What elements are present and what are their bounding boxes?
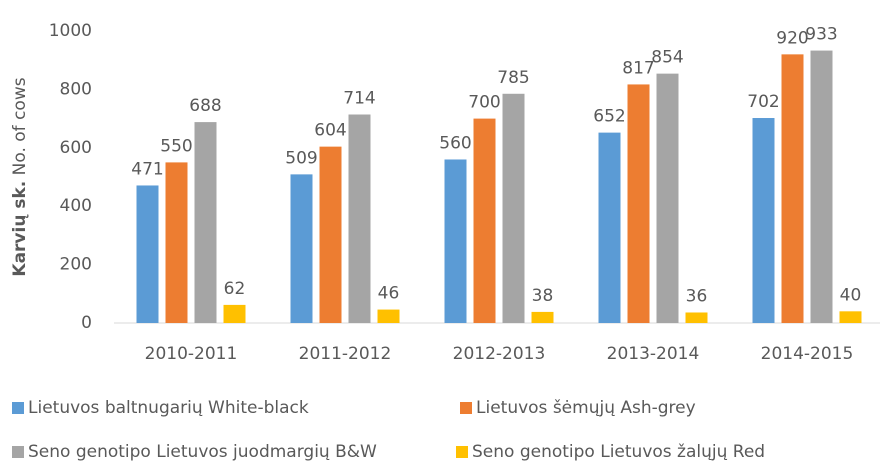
bar (136, 185, 159, 323)
data-label: 40 (840, 285, 862, 305)
x-tick-label: 2011-2012 (299, 344, 392, 364)
x-tick-label: 2012-2013 (453, 344, 546, 364)
data-label: 854 (651, 48, 683, 68)
data-label: 36 (686, 286, 708, 306)
legend-label: Lietuvos baltnugarių White-black (28, 398, 309, 418)
legend-swatch (12, 446, 24, 458)
data-label: 38 (532, 286, 554, 306)
x-tick-label: 2014-2015 (761, 344, 854, 364)
data-label: 471 (131, 159, 163, 179)
legend-label: Seno genotipo Lietuvos juodmargių B&W (28, 442, 377, 462)
data-label: 933 (805, 25, 837, 45)
legend-label: Seno genotipo Lietuvos žalųjų Red (472, 442, 765, 462)
data-label: 550 (160, 136, 192, 156)
y-axis-label: Karvių sk. No. of cows (10, 77, 30, 276)
data-label: 560 (439, 133, 471, 153)
data-label: 688 (189, 96, 221, 116)
bar (685, 312, 708, 323)
y-tick-label: 600 (60, 138, 92, 158)
y-tick-label: 200 (60, 255, 92, 275)
data-label: 785 (497, 68, 529, 88)
bar (165, 162, 188, 323)
y-axis-label-text: No. of cows (10, 77, 30, 175)
bar (531, 311, 554, 323)
x-tick-label: 2013-2014 (607, 344, 700, 364)
bar (839, 311, 862, 323)
legend-swatch (460, 402, 472, 414)
bar (656, 73, 679, 323)
data-label: 604 (314, 121, 346, 141)
y-tick-label: 400 (60, 196, 92, 216)
bar (444, 159, 467, 323)
bar (473, 118, 496, 323)
bar (627, 84, 650, 323)
bar (810, 50, 833, 324)
data-label: 46 (378, 284, 400, 304)
bar (502, 93, 525, 323)
data-label: 62 (224, 279, 246, 299)
bar (348, 114, 371, 324)
data-label: 817 (622, 58, 654, 78)
data-label: 702 (747, 92, 779, 112)
data-label: 714 (343, 89, 375, 109)
bar (223, 304, 246, 323)
legend-swatch (12, 402, 24, 414)
data-label: 509 (285, 148, 317, 168)
data-label: 920 (776, 28, 808, 48)
bar (290, 174, 313, 323)
data-label: 700 (468, 93, 500, 113)
bar (319, 146, 342, 323)
y-tick-label: 0 (81, 313, 92, 333)
y-tick-label: 1000 (49, 21, 92, 41)
bar (194, 122, 217, 323)
y-tick-label: 800 (60, 79, 92, 99)
legend-label: Lietuvos šėmųjų Ash-grey (476, 398, 696, 418)
bar (377, 309, 400, 323)
bar (781, 54, 804, 324)
legend-swatch (456, 446, 468, 458)
y-axis-label-bold: Karvių sk. (10, 181, 30, 277)
bar (752, 118, 775, 324)
bar (598, 132, 621, 323)
x-tick-label: 2010-2011 (145, 344, 238, 364)
data-label: 652 (593, 107, 625, 127)
